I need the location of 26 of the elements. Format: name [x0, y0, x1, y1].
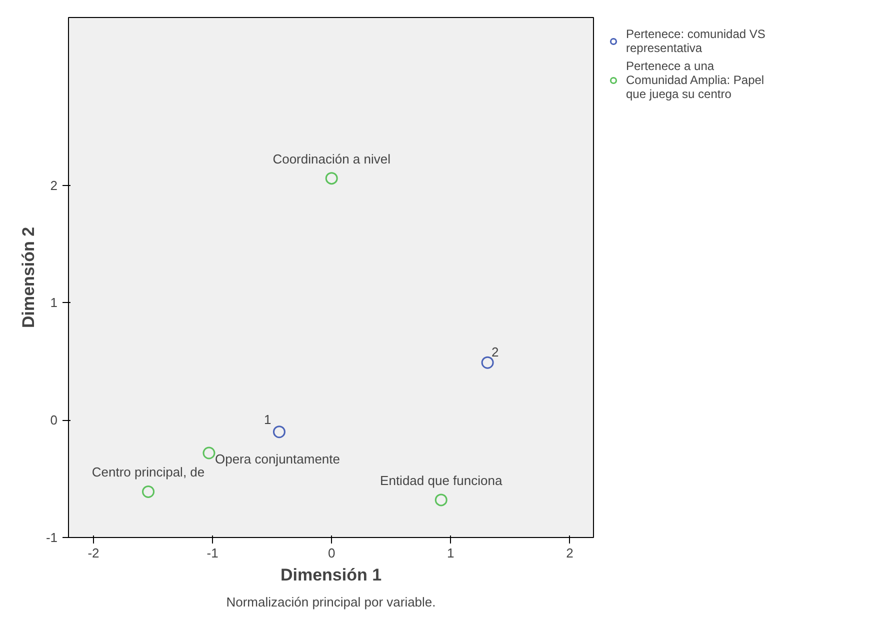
point [325, 172, 338, 185]
x-tick-label: 2 [566, 546, 574, 560]
y-tick-label: -1 [46, 530, 58, 545]
annotation: Opera conjuntamente [214, 451, 340, 466]
x-axis-title: Dimensión 1 [280, 566, 382, 584]
point [202, 446, 216, 460]
point [272, 426, 286, 438]
y-axis-title: Dimensión 2 [18, 226, 38, 328]
y-tick-label: 0 [50, 412, 58, 428]
y-tick-label: 2 [50, 178, 58, 193]
point [481, 356, 494, 369]
point [434, 494, 448, 506]
legend-label: Pertenece: comunidad VS representativa [626, 27, 766, 55]
point [142, 485, 155, 498]
legend-label: Pertenece a una Comunidad Amplia: Papel que juega su centro [626, 59, 766, 101]
annotation: 1 [264, 412, 272, 427]
annotation: 2 [492, 344, 499, 360]
text: Normalización principal por variable. [226, 594, 436, 610]
annotation: Centro principal, de [92, 464, 205, 480]
x-tick-label: 0 [328, 546, 336, 560]
annotation: Coordinación a nivel [272, 151, 391, 166]
annotation: Entidad que funciona [380, 472, 503, 488]
x-tick-label: -1 [206, 546, 218, 560]
x-tick-label: -2 [88, 546, 100, 560]
x-tick-label: 1 [447, 546, 454, 560]
y-tick-label: 1 [50, 295, 58, 310]
